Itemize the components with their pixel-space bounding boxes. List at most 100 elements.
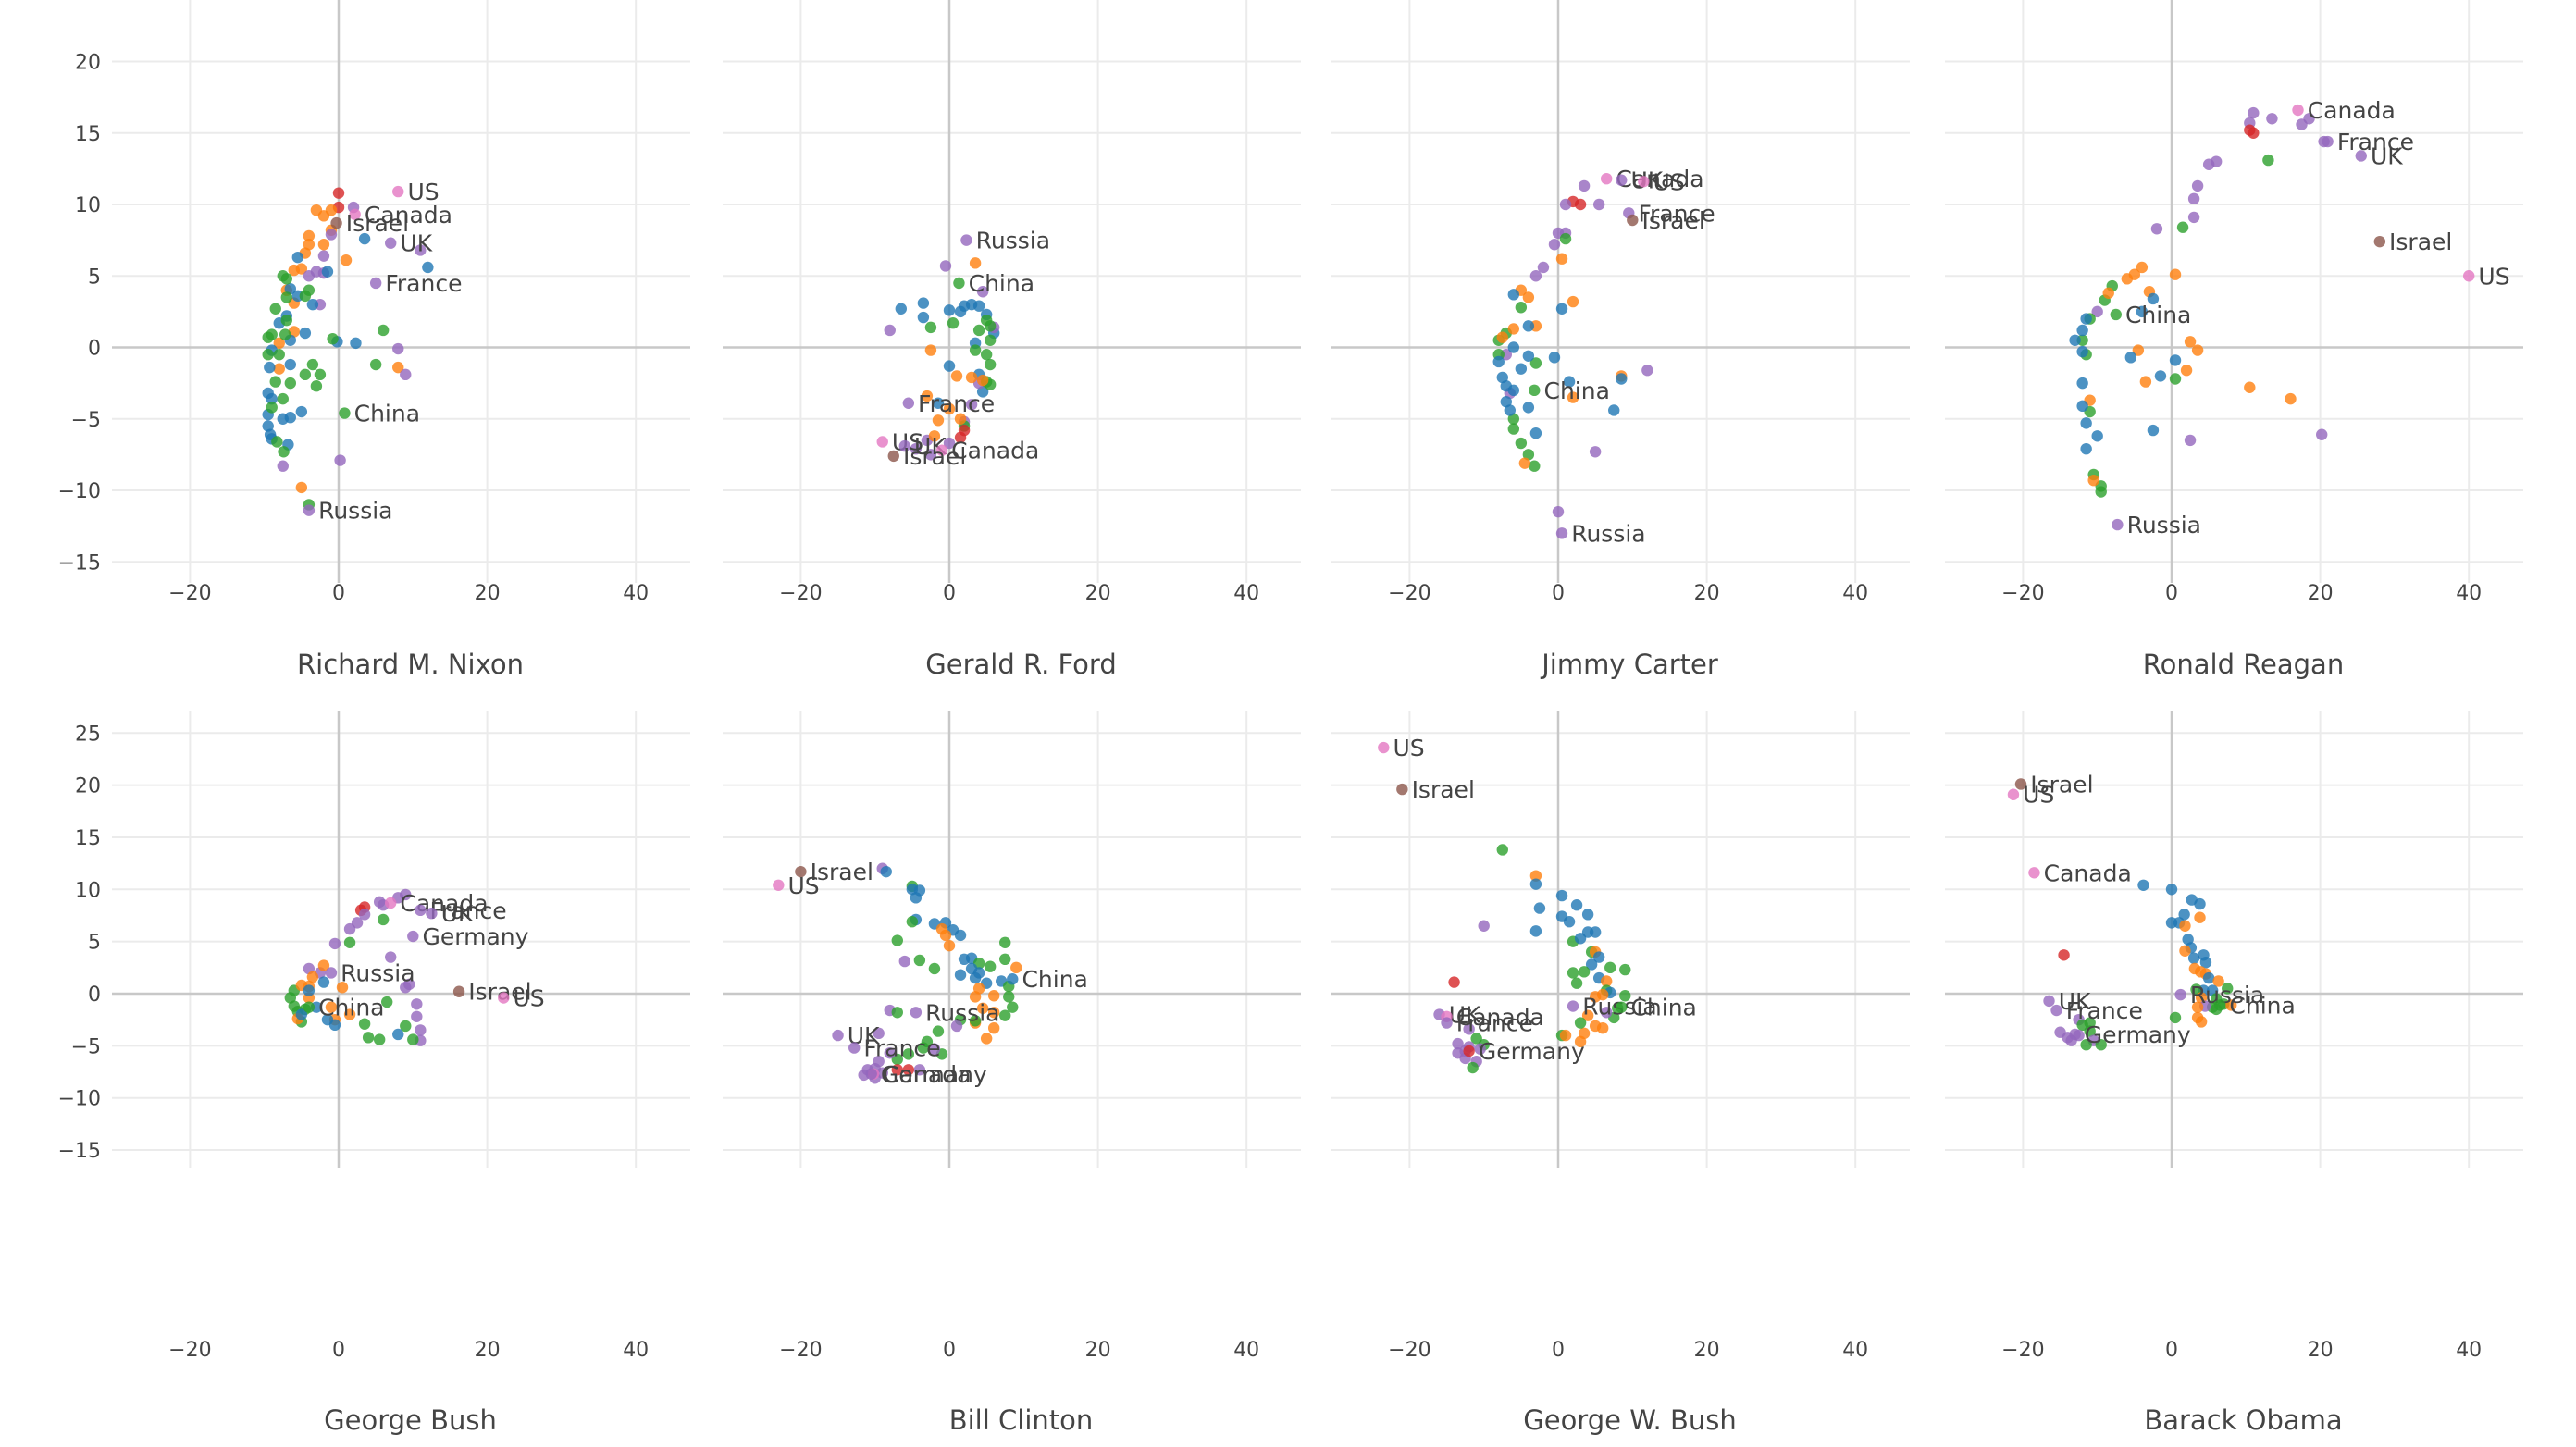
labeled-point-uk[interactable]	[1616, 174, 1628, 186]
scatter-point[interactable]	[2150, 223, 2163, 235]
scatter-point[interactable]	[303, 984, 316, 996]
scatter-point[interactable]	[299, 290, 312, 303]
scatter-point[interactable]	[284, 358, 297, 371]
scatter-point[interactable]	[358, 909, 371, 921]
scatter-point[interactable]	[328, 1019, 341, 1032]
scatter-point[interactable]	[303, 270, 316, 282]
scatter-point[interactable]	[980, 349, 993, 361]
scatter-point[interactable]	[954, 413, 967, 425]
scatter-point[interactable]	[1570, 899, 1583, 911]
scatter-point[interactable]	[1515, 302, 1528, 314]
scatter-point[interactable]	[1552, 505, 1565, 518]
scatter-point[interactable]	[269, 376, 281, 388]
scatter-point[interactable]	[1585, 958, 1598, 971]
scatter-point[interactable]	[954, 431, 967, 444]
scatter-point[interactable]	[2102, 287, 2114, 299]
scatter-point[interactable]	[965, 371, 978, 384]
scatter-point[interactable]	[2194, 911, 2206, 923]
scatter-point[interactable]	[2169, 373, 2182, 385]
labeled-point-china[interactable]	[339, 407, 351, 419]
scatter-point[interactable]	[928, 1043, 941, 1055]
scatter-point[interactable]	[2262, 154, 2274, 167]
scatter-point[interactable]	[2222, 983, 2234, 995]
scatter-point[interactable]	[928, 962, 941, 975]
scatter-point[interactable]	[969, 1015, 982, 1027]
labeled-point-israel[interactable]	[1627, 214, 1639, 227]
scatter-point[interactable]	[2169, 268, 2182, 280]
scatter-point[interactable]	[1522, 291, 1535, 303]
scatter-point[interactable]	[939, 260, 952, 272]
scatter-point[interactable]	[343, 922, 356, 935]
scatter-point[interactable]	[976, 286, 989, 298]
scatter-point[interactable]	[2184, 434, 2197, 447]
labeled-point-israel[interactable]	[2373, 235, 2386, 248]
labeled-point-us[interactable]	[498, 992, 510, 1004]
labeled-point-uk[interactable]	[385, 237, 397, 249]
scatter-point[interactable]	[1548, 352, 1561, 364]
scatter-point[interactable]	[1492, 355, 1505, 368]
scatter-point[interactable]	[1600, 1007, 1613, 1019]
scatter-point[interactable]	[317, 250, 330, 262]
scatter-point[interactable]	[954, 305, 967, 318]
scatter-point[interactable]	[910, 892, 923, 904]
labeled-point-us[interactable]	[1638, 176, 1650, 188]
scatter-point[interactable]	[328, 937, 341, 950]
scatter-point[interactable]	[954, 969, 967, 981]
scatter-point[interactable]	[1592, 951, 1605, 963]
labeled-point-china[interactable]	[2110, 308, 2122, 321]
scatter-point[interactable]	[1530, 270, 1542, 282]
scatter-point[interactable]	[1641, 365, 1653, 377]
scatter-point[interactable]	[1007, 1001, 1019, 1013]
scatter-point[interactable]	[2139, 376, 2152, 388]
scatter-point[interactable]	[277, 392, 289, 405]
scatter-point[interactable]	[385, 951, 397, 963]
scatter-point[interactable]	[1530, 357, 1542, 369]
scatter-point[interactable]	[1003, 991, 1015, 1003]
labeled-point-israel[interactable]	[452, 985, 465, 997]
scatter-point[interactable]	[1452, 1037, 1464, 1050]
scatter-point[interactable]	[2187, 192, 2200, 205]
labeled-point-israel[interactable]	[795, 865, 807, 878]
scatter-point[interactable]	[891, 934, 903, 946]
scatter-point[interactable]	[2080, 1039, 2092, 1051]
labeled-point-russia[interactable]	[960, 234, 972, 246]
scatter-point[interactable]	[1596, 988, 1609, 1001]
scatter-point[interactable]	[295, 263, 308, 275]
labeled-point-france[interactable]	[369, 277, 382, 290]
scatter-point[interactable]	[1555, 303, 1568, 315]
scatter-point[interactable]	[1515, 363, 1528, 375]
scatter-point[interactable]	[291, 251, 304, 264]
labeled-point-russia[interactable]	[1567, 1000, 1579, 1012]
scatter-point[interactable]	[2212, 975, 2224, 987]
scatter-point[interactable]	[917, 297, 930, 309]
scatter-point[interactable]	[1463, 1023, 1475, 1035]
scatter-point[interactable]	[950, 1020, 963, 1033]
scatter-point[interactable]	[2091, 430, 2103, 442]
scatter-point[interactable]	[279, 328, 291, 340]
scatter-point[interactable]	[1522, 402, 1535, 414]
scatter-point[interactable]	[2296, 118, 2308, 130]
scatter-point[interactable]	[2091, 305, 2103, 318]
scatter-point[interactable]	[884, 324, 896, 337]
scatter-point[interactable]	[373, 1033, 386, 1045]
scatter-point[interactable]	[262, 420, 274, 432]
scatter-point[interactable]	[917, 311, 930, 324]
labeled-point-china[interactable]	[1529, 384, 1541, 397]
scatter-point[interactable]	[2176, 221, 2189, 233]
scatter-point[interactable]	[2194, 897, 2206, 910]
scatter-point[interactable]	[1548, 239, 1561, 251]
scatter-point[interactable]	[2080, 417, 2092, 429]
scatter-point[interactable]	[1581, 909, 1594, 921]
scatter-point[interactable]	[2137, 879, 2149, 891]
scatter-point[interactable]	[2069, 334, 2081, 346]
scatter-point[interactable]	[2285, 392, 2297, 405]
scatter-point[interactable]	[362, 1032, 375, 1044]
scatter-point[interactable]	[1478, 920, 1490, 932]
scatter-point[interactable]	[269, 303, 281, 315]
labeled-point-canada[interactable]	[2292, 104, 2304, 117]
scatter-point[interactable]	[314, 368, 327, 381]
labeled-point-canada[interactable]	[385, 897, 397, 909]
scatter-point[interactable]	[280, 314, 292, 327]
scatter-point[interactable]	[321, 266, 334, 278]
scatter-point[interactable]	[932, 414, 945, 427]
